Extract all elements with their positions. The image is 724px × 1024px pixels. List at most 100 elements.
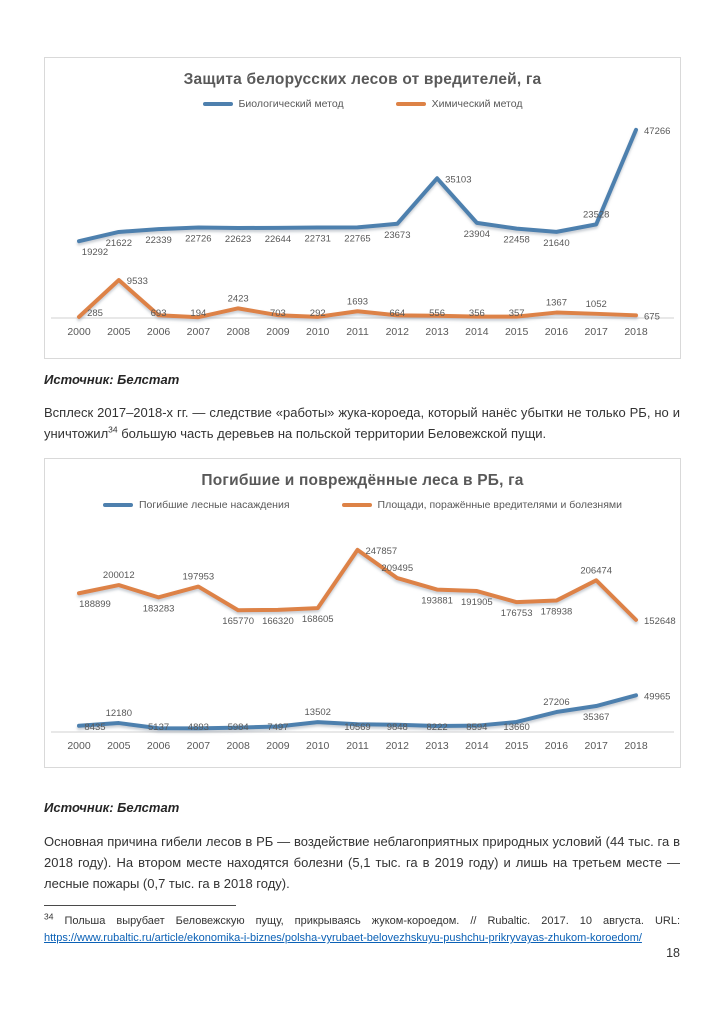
chart-legend: Погибшие лесные насаждения Площади, пораж…: [45, 499, 680, 511]
footnote-number: 34: [44, 911, 54, 922]
footnote-text: Польша вырубает Беловежскую пущу, прикры…: [64, 915, 681, 927]
data-label: 22765: [344, 233, 370, 244]
legend-label: Площади, поражённые вредителями и болезн…: [377, 499, 622, 511]
chart-panel-dead-forests: Погибшие и повреждённые леса в РБ, га По…: [44, 458, 681, 768]
data-label: 191905: [461, 597, 493, 608]
source-caption: Источник: Белстат: [44, 372, 180, 387]
x-tick-label: 2000: [67, 740, 91, 752]
data-label: 188899: [79, 599, 111, 610]
x-tick-label: 2016: [545, 326, 569, 338]
data-label: 35103: [445, 174, 471, 185]
data-label: 675: [644, 311, 660, 322]
data-label: 176753: [501, 608, 533, 619]
legend-marker: [103, 503, 133, 507]
data-label: 8222: [427, 722, 448, 733]
legend-marker: [395, 102, 426, 106]
data-label: 194: [190, 308, 206, 319]
x-tick-label: 2005: [107, 740, 131, 752]
x-tick-label: 2012: [386, 326, 410, 338]
x-tick-label: 2006: [147, 326, 171, 338]
data-label: 285: [87, 308, 103, 319]
x-tick-label: 2015: [505, 326, 529, 338]
data-label: 197953: [183, 572, 215, 583]
data-label: 23673: [384, 230, 410, 241]
data-label: 22644: [265, 234, 291, 245]
x-tick-label: 2009: [266, 326, 290, 338]
series-line: [77, 127, 638, 244]
legend-item: Биологический метод: [202, 98, 344, 110]
x-tick-label: 2014: [465, 740, 489, 752]
data-label: 4893: [188, 722, 209, 733]
x-tick-label: 2013: [425, 740, 449, 752]
data-label: 13502: [305, 707, 331, 718]
legend-item: Площади, поражённые вредителями и болезн…: [341, 499, 622, 511]
data-label: 47266: [644, 126, 670, 137]
data-label: 1367: [546, 298, 567, 309]
data-label: 23528: [583, 209, 609, 220]
data-label: 27206: [543, 697, 569, 708]
series-line: [77, 278, 638, 320]
footnote: 34 Польша вырубает Беловежскую пущу, при…: [44, 911, 681, 947]
x-tick-label: 2000: [67, 326, 91, 338]
data-label: 5137: [148, 722, 169, 733]
data-label: 193881: [421, 596, 453, 607]
x-tick-label: 2018: [624, 326, 648, 338]
series-line: [77, 547, 638, 622]
x-tick-label: 2010: [306, 326, 330, 338]
legend-label: Погибшие лесные насаждения: [139, 499, 290, 511]
legend-marker: [341, 503, 372, 507]
data-label: 22726: [185, 234, 211, 245]
legend-item: Химический метод: [395, 98, 523, 110]
data-label: 357: [509, 308, 525, 319]
data-label: 21640: [543, 238, 569, 249]
footnote-link[interactable]: https://www.rubaltic.ru/article/ekonomik…: [44, 932, 642, 944]
x-tick-label: 2011: [346, 326, 369, 338]
line-chart-dead-forests: 2000 2005 2006 2007 2008 2009 2010 2011 2012 2013…: [51, 546, 676, 752]
x-tick-label: 2007: [187, 740, 211, 752]
data-label: 22623: [225, 234, 251, 245]
data-label: 168605: [302, 614, 334, 625]
data-label: 13660: [503, 722, 529, 733]
chart-legend: Биологический метод Химический метод: [45, 98, 680, 110]
data-label: 356: [469, 308, 485, 319]
data-label: 247857: [366, 546, 398, 557]
footnote-reference: 34: [108, 424, 118, 435]
data-label: 1693: [347, 296, 368, 307]
x-tick-label: 2012: [386, 740, 410, 752]
chart-panel-pest-protection: Защита белорусских лесов от вредителей, …: [44, 57, 681, 359]
data-label: 9533: [127, 276, 148, 287]
data-label: 693: [151, 308, 167, 319]
data-label: 152648: [644, 616, 676, 627]
data-label: 1052: [586, 299, 607, 310]
chart-title: Защита белорусских лесов от вредителей, …: [183, 71, 542, 88]
data-label: 23904: [464, 229, 490, 240]
x-tick-label: 2011: [346, 740, 369, 752]
data-label: 35367: [583, 712, 609, 723]
data-label: 22339: [145, 235, 171, 246]
data-label: 9848: [387, 722, 408, 733]
x-tick-label: 2010: [306, 740, 330, 752]
line-chart-pest-protection: 2000 2005 2006 2007 2008 2009 2010 2011 2012 2013…: [51, 126, 674, 338]
legend-marker: [202, 102, 233, 106]
page-number: 18: [666, 946, 680, 960]
legend-label: Химический метод: [431, 98, 523, 110]
data-label: 166320: [262, 616, 294, 627]
series-line: [77, 693, 638, 731]
x-tick-label: 2017: [585, 740, 609, 752]
data-label: 7497: [267, 722, 288, 733]
data-label: 200012: [103, 570, 135, 581]
x-tick-label: 2017: [585, 326, 609, 338]
data-label: 8594: [466, 722, 487, 733]
x-tick-label: 2008: [226, 740, 250, 752]
x-tick-label: 2005: [107, 326, 131, 338]
data-label: 664: [389, 308, 405, 319]
source-caption: Источник: Белстат: [44, 800, 180, 815]
legend-label: Биологический метод: [238, 98, 344, 110]
footnote-divider: [44, 905, 236, 906]
x-tick-label: 2016: [545, 740, 569, 752]
x-tick-label: 2006: [147, 740, 171, 752]
x-tick-label: 2015: [505, 740, 529, 752]
data-label: 22458: [503, 235, 529, 246]
data-label: 12180: [106, 708, 132, 719]
x-tick-label: 2013: [425, 326, 449, 338]
